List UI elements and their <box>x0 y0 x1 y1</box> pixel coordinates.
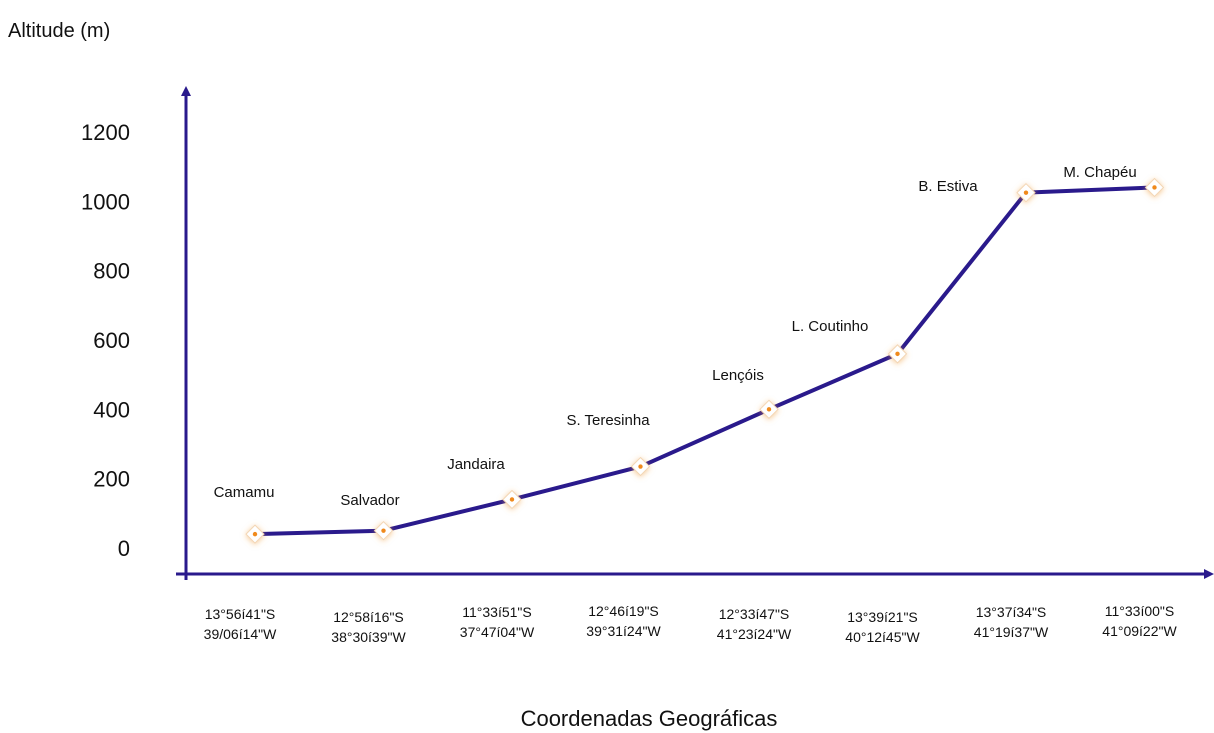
series-altitude <box>245 177 1165 544</box>
y-tick-label: 800 <box>93 259 130 284</box>
y-tick-label: 1200 <box>81 120 130 145</box>
y-axis-title: Altitude (m) <box>8 20 110 42</box>
point-label: M. Chapéu <box>1063 164 1136 181</box>
point-label: Salvador <box>340 492 399 509</box>
data-point-dot <box>1152 185 1157 190</box>
x-tick-label: 39/06í14"W <box>204 626 277 642</box>
data-point-dot <box>252 531 258 537</box>
x-tick-label: 12°46í19"S <box>588 603 659 619</box>
data-point <box>502 489 522 510</box>
point-label: Jandaira <box>447 456 505 473</box>
x-tick-label: 41°23í24"W <box>717 626 792 642</box>
data-point <box>630 456 651 477</box>
x-tick-label: 13°39í21"S <box>847 609 918 625</box>
data-point <box>245 524 265 544</box>
point-label: Lençóis <box>712 367 764 384</box>
x-tick-label: 11°33í51"S <box>462 604 531 620</box>
series-line <box>254 185 1155 537</box>
axes <box>176 86 1214 580</box>
data-point-dot <box>1023 190 1029 195</box>
x-tick-label: 13°37í34"S <box>976 604 1047 620</box>
x-tick-label: 39°31í24"W <box>586 623 661 639</box>
data-point <box>887 344 908 364</box>
point-label: L. Coutinho <box>792 318 869 335</box>
x-axis-arrow <box>1204 569 1214 579</box>
y-tick-label: 600 <box>93 328 130 353</box>
point-label: Camamu <box>214 484 275 501</box>
y-tick-label: 1000 <box>81 189 130 214</box>
x-tick-label: 12°58í16"S <box>333 609 404 625</box>
x-tick-label: 37°47í04"W <box>460 624 535 640</box>
data-point-dot <box>381 528 386 533</box>
data-point <box>373 520 394 541</box>
y-axis-arrow <box>181 86 191 96</box>
x-tick-label: 38°30í39"W <box>331 629 406 645</box>
point-label: B. Estiva <box>918 178 978 195</box>
x-tick-label: 12°33í47"S <box>719 606 790 622</box>
y-tick-labels: 0 200 400 600 800 1000 1200 <box>81 120 130 561</box>
y-tick-label: 400 <box>93 397 130 422</box>
x-tick-label: 41°09í22"W <box>1102 623 1177 639</box>
data-point <box>1016 182 1036 203</box>
x-tick-label: 40°12í45"W <box>845 629 920 645</box>
x-tick-label: 41°19í37"W <box>974 624 1049 640</box>
data-point-dot <box>895 351 900 357</box>
data-point <box>1144 177 1165 198</box>
data-point-dot <box>766 407 772 412</box>
x-axis-title: Coordenadas Geográficas <box>521 706 778 731</box>
y-tick-label: 0 <box>118 536 130 561</box>
data-point-dot <box>509 497 515 502</box>
x-tick-label: 13°56í41"S <box>205 606 276 622</box>
point-labels: Camamu Salvador Jandaira S. Teresinha Lençói… <box>214 164 1137 509</box>
point-label: S. Teresinha <box>566 412 650 429</box>
y-tick-label: 200 <box>93 467 130 492</box>
data-point <box>759 399 779 420</box>
x-tick-labels: 13°56í41"S 39/06í14"W 12°58í16"S 38°30í39"W… <box>204 603 1178 645</box>
data-point-dot <box>638 464 643 469</box>
x-tick-label: 11°33í00"S <box>1105 603 1174 619</box>
